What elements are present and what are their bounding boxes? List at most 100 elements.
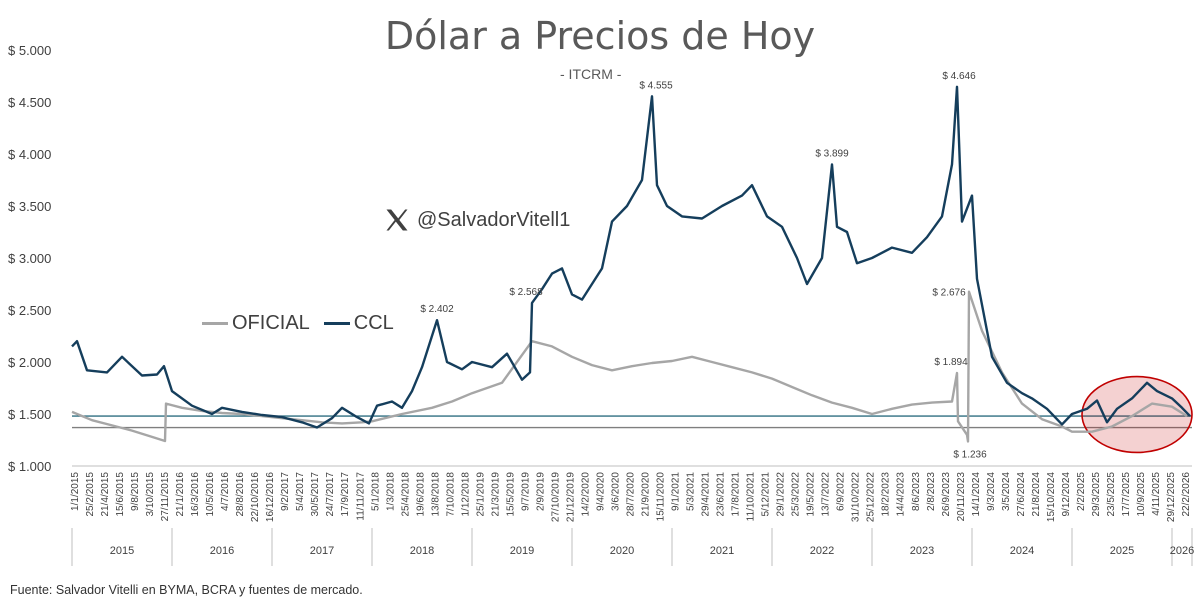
x-tick-label: 21/9/2020: [641, 472, 652, 517]
legend-ccl-swatch: [323, 322, 350, 325]
year-label: 2026: [1170, 545, 1194, 557]
legend-ccl: CCL: [323, 312, 394, 335]
x-tick-label: 21/1/2016: [175, 472, 186, 517]
year-label: 2017: [310, 545, 334, 557]
x-tick-label: 23/5/2025: [1106, 472, 1117, 517]
x-tick-label: 17/9/2017: [340, 472, 351, 517]
y-tick-label: $ 4.000: [8, 147, 51, 162]
x-tick-label: 16/3/2016: [190, 472, 201, 517]
x-tick-label: 6/9/2022: [836, 472, 847, 511]
x-tick-label: 9/7/2019: [520, 472, 531, 511]
x-tick-label: 16/12/2016: [265, 472, 276, 522]
highlight-ellipse: [1081, 375, 1193, 454]
x-tick-label: 17/8/2021: [731, 472, 742, 517]
data-label: $ 2.568: [509, 287, 543, 298]
y-tick-label: $ 3.000: [8, 251, 51, 266]
legend-oficial-label: OFICIAL: [232, 312, 310, 334]
year-label: 2016: [210, 545, 234, 557]
x-tick-label: 1/12/2018: [460, 472, 471, 517]
x-tick-label: 9/4/2020: [596, 472, 607, 511]
year-label: 2023: [910, 545, 934, 557]
x-tick-label: 11/10/2021: [746, 472, 757, 522]
series-line-oficial: [71, 290, 1188, 443]
x-tick-label: 11/11/2017: [355, 472, 366, 521]
data-label: $ 1.894: [934, 357, 968, 368]
x-tick-label: 27/10/2019: [550, 472, 561, 522]
x-tick-label: 29/12/2025: [1166, 472, 1177, 522]
data-label: $ 2.402: [420, 304, 454, 315]
year-label: 2015: [110, 545, 134, 557]
x-tick-label: 21/12/2019: [565, 472, 576, 522]
x-tick-label: 8/6/2023: [911, 472, 922, 511]
year-label: 2024: [1010, 545, 1034, 557]
legend-oficial-swatch: [202, 322, 228, 325]
x-tick-label: 1/1/2015: [70, 472, 81, 511]
x-tick-label: 24/7/2017: [325, 472, 336, 517]
x-tick-label: 5/12/2021: [761, 472, 772, 517]
x-tick-label: 9/3/2024: [986, 472, 997, 511]
twitter-handle: @SalvadorVitell1: [383, 206, 570, 234]
x-tick-label: 9/12/2024: [1061, 472, 1072, 517]
x-tick-label: 28/7/2020: [626, 472, 637, 517]
x-tick-label: 28/8/2016: [235, 472, 246, 517]
x-tick-label: 29/4/2021: [701, 472, 712, 517]
data-label: $ 2.676: [932, 288, 966, 299]
x-tick-label: 27/6/2024: [1016, 472, 1027, 517]
x-tick-label: 1/3/2018: [385, 472, 396, 511]
x-tick-label: 9/8/2015: [130, 472, 141, 511]
x-tick-label: 19/5/2022: [806, 472, 817, 517]
data-label: $ 4.555: [639, 80, 673, 91]
chart-title: Dólar a Precios de Hoy: [384, 14, 816, 58]
year-label: 2025: [1110, 545, 1134, 557]
x-tick-label: 4/7/2016: [220, 472, 231, 511]
x-tick-label: 15/5/2019: [505, 472, 516, 517]
x-tick-label: 15/10/2024: [1046, 472, 1057, 522]
x-tick-label: 13/7/2022: [821, 472, 832, 517]
data-label: $ 4.646: [942, 71, 976, 82]
x-tick-label: 18/2/2023: [881, 472, 892, 517]
y-tick-label: $ 4.500: [8, 95, 51, 110]
x-tick-label: 23/6/2021: [716, 472, 727, 517]
x-tick-label: 5/4/2017: [295, 472, 306, 511]
x-tick-label: 5/3/2021: [686, 472, 697, 511]
x-tick-label: 26/9/2023: [941, 472, 952, 517]
y-tick-label: $ 5.000: [8, 43, 51, 58]
x-tick-label: 10/5/2016: [205, 472, 216, 517]
x-tick-label: 4/11/2025: [1151, 472, 1162, 516]
legend: OFICIAL CCL: [202, 312, 408, 335]
series-line-ccl: [71, 85, 1191, 429]
x-tick-label: 20/11/2023: [956, 472, 967, 522]
x-tick-label: 25/3/2022: [791, 472, 802, 517]
x-tick-label: 21/8/2024: [1031, 472, 1042, 517]
x-tick-label: 9/1/2021: [671, 472, 682, 511]
year-label: 2018: [410, 545, 434, 557]
x-tick-label: 3/10/2015: [145, 472, 156, 517]
x-tick-label: 9/2/2017: [280, 472, 291, 511]
data-label: $ 1.236: [953, 449, 987, 460]
x-tick-label: 3/6/2020: [611, 472, 622, 511]
x-tick-label: 2/8/2023: [926, 472, 937, 511]
x-tick-label: 3/5/2024: [1001, 472, 1012, 511]
x-tick-label: 27/11/2015: [160, 472, 171, 522]
x-tick-label: 14/2/2020: [581, 472, 592, 517]
x-tick-label: 30/5/2017: [310, 472, 321, 517]
x-tick-label: 15/6/2015: [115, 472, 126, 517]
x-tick-label: 21/3/2019: [490, 472, 501, 517]
legend-ccl-label: CCL: [353, 312, 394, 334]
y-tick-label: $ 3.500: [8, 199, 51, 214]
y-tick-label: $ 1.500: [8, 407, 51, 422]
y-tick-label: $ 2.000: [8, 355, 51, 370]
x-tick-label: 25/12/2022: [866, 472, 877, 522]
x-tick-label: 25/1/2019: [475, 472, 486, 517]
x-tick-label: 2/9/2019: [535, 472, 546, 511]
year-label: 2020: [610, 545, 634, 557]
chart-subtitle: - ITCRM -: [560, 66, 622, 82]
x-tick-label: 29/3/2025: [1091, 472, 1102, 517]
x-tick-label: 17/7/2025: [1121, 472, 1132, 517]
x-logo-icon: [386, 209, 408, 231]
x-tick-label: 19/6/2018: [415, 472, 426, 517]
x-tick-label: 21/4/2015: [100, 472, 111, 517]
x-tick-label: 13/8/2018: [430, 472, 441, 517]
x-tick-label: 15/11/2020: [656, 472, 667, 522]
